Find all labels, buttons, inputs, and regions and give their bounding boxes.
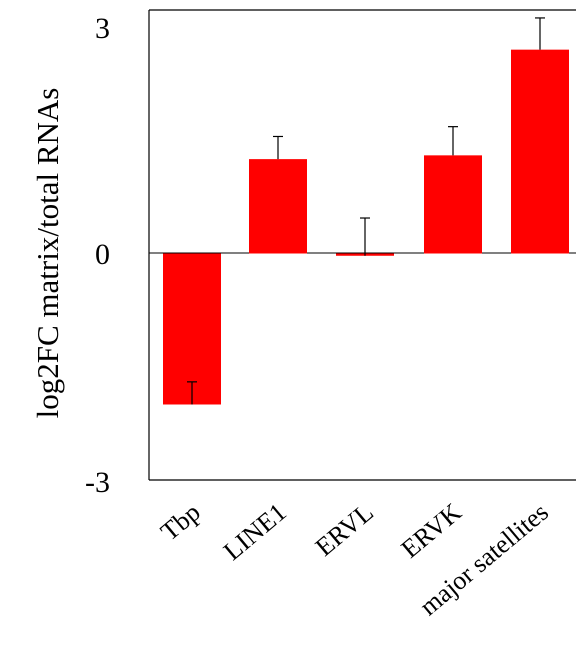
y-tick-label-top: 3 xyxy=(95,12,110,45)
error-bar-ervl xyxy=(360,217,370,256)
y-tick-label-bottom: -3 xyxy=(85,466,110,499)
bar-tbp xyxy=(163,253,221,405)
error-bars xyxy=(187,17,545,405)
category-label-ervl: ERVL xyxy=(310,497,379,562)
category-label-tbp: Tbp xyxy=(155,497,206,546)
plot-frame xyxy=(148,9,576,481)
error-bar-tbp xyxy=(187,381,197,405)
error-bar-line1 xyxy=(273,135,283,160)
y-tick-label-zero: 0 xyxy=(95,238,110,271)
error-bar-major-satellites xyxy=(535,17,545,50)
error-bar-ervk xyxy=(448,126,458,156)
y-ticks: 3 0 -3 xyxy=(85,12,110,499)
bar-major-satellites xyxy=(511,49,569,254)
bar-ervk xyxy=(424,155,482,254)
bars xyxy=(163,49,569,405)
y-axis-title: log2FC matrix/total RNAs xyxy=(30,88,65,419)
category-label-ervk: ERVK xyxy=(396,497,467,564)
bar-line1 xyxy=(249,159,307,254)
category-label-line1: LINE1 xyxy=(218,497,292,566)
